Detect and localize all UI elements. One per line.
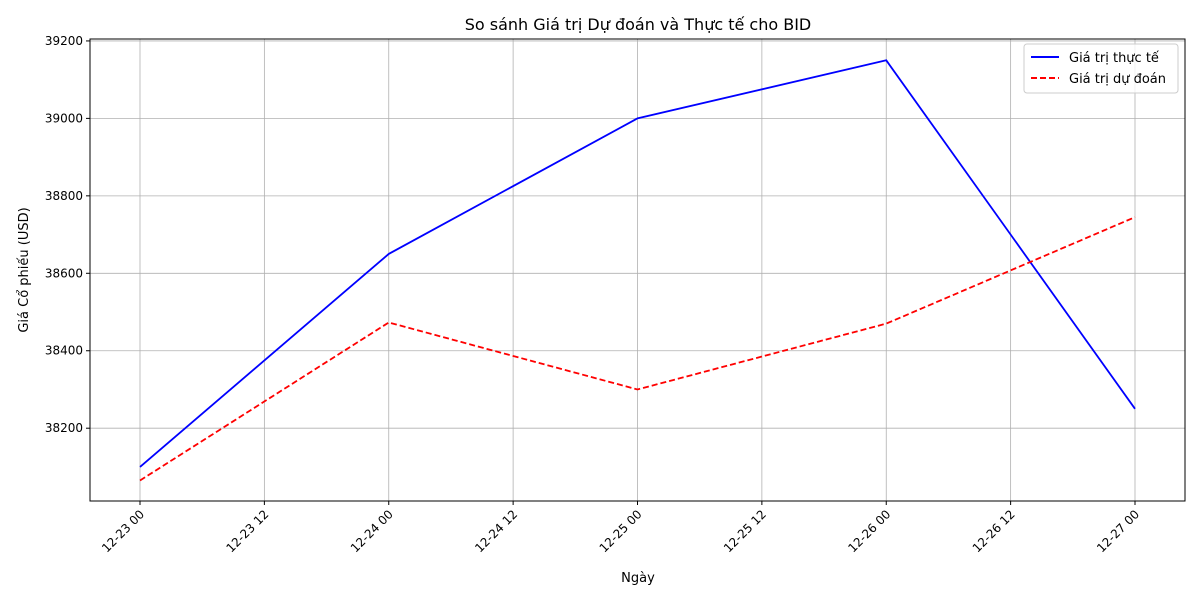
- x-tick-label: 12-24 00: [348, 507, 396, 555]
- x-axis-ticks: 12-23 00 12-23 12 12-24 00 12-24 12 12-25 00…: [99, 501, 1142, 555]
- x-tick-label: 12-24 12: [472, 507, 520, 555]
- x-tick-label: 12-23 00: [99, 507, 147, 555]
- legend-label-predicted: Giá trị dự đoán: [1069, 72, 1166, 87]
- y-tick-label: 38800: [45, 189, 83, 203]
- x-tick-label: 12-25 00: [597, 507, 645, 555]
- x-tick-label: 12-26 12: [970, 507, 1018, 555]
- legend: Giá trị thực tế Giá trị dự đoán: [1023, 43, 1179, 94]
- y-tick-label: 39000: [45, 111, 83, 125]
- x-tick-label: 12-25 12: [721, 507, 769, 555]
- series-line-actual: [139, 59, 1136, 468]
- legend-box: [1023, 43, 1179, 94]
- grid: [90, 39, 1185, 501]
- legend-label-actual: Giá trị thực tế: [1069, 51, 1159, 66]
- y-tick-label: 38600: [45, 266, 83, 280]
- x-tick-label: 12-26 00: [845, 507, 893, 555]
- series-line-predicted: [139, 216, 1136, 482]
- x-axis-label: Ngày: [621, 571, 655, 586]
- y-axis-ticks: 38200 38400 38600 38800 39000 39200: [45, 34, 90, 435]
- y-tick-label: 39200: [45, 34, 83, 48]
- x-tick-label: 12-23 12: [223, 507, 271, 555]
- y-axis-label: Giá Cổ phiếu (USD): [17, 207, 32, 332]
- y-tick-label: 38400: [45, 344, 83, 358]
- series-layer: [139, 59, 1136, 482]
- x-tick-label: 12-27 00: [1094, 507, 1142, 555]
- y-tick-label: 38200: [45, 421, 83, 435]
- chart-title: So sánh Giá trị Dự đoán và Thực tế cho B…: [465, 15, 812, 34]
